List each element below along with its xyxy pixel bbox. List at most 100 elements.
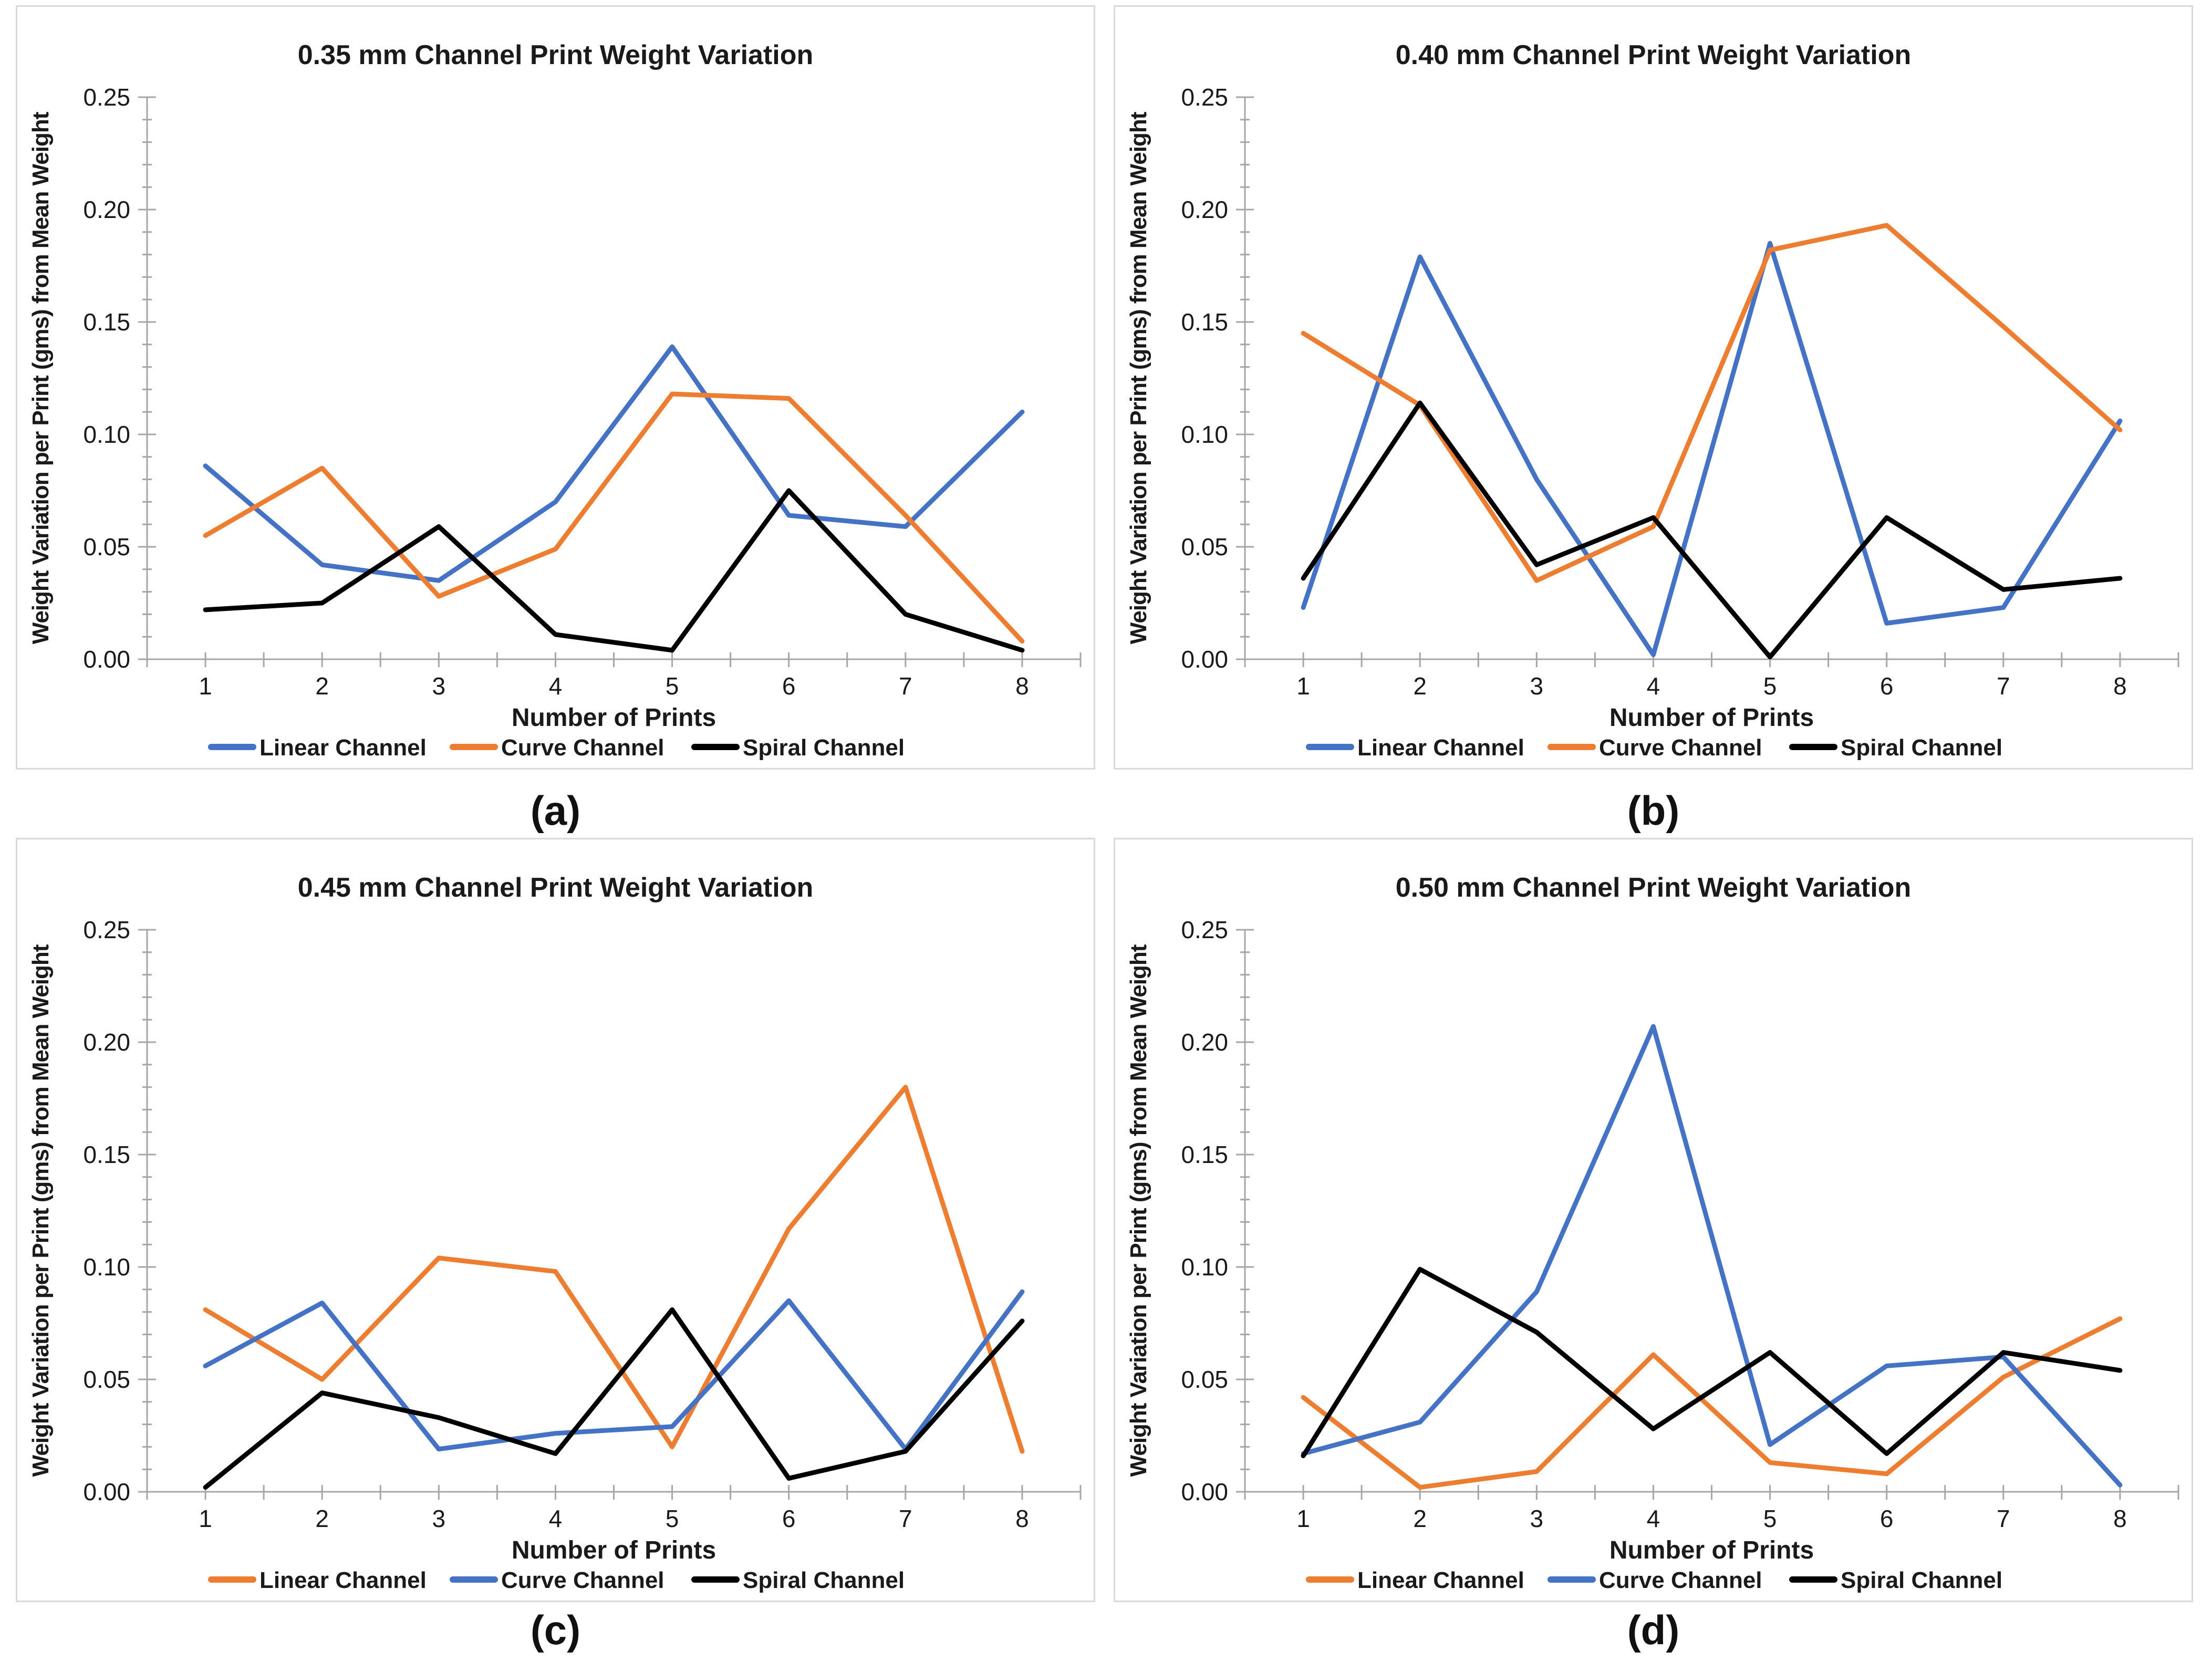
chart-panel-a: 0.35 mm Channel Print Weight Variation 0.… xyxy=(16,5,1095,770)
series-line xyxy=(203,488,1025,653)
series-line xyxy=(203,1307,1025,1490)
legend-item: Linear Channel xyxy=(1306,1567,1524,1593)
x-tick-label: 3 xyxy=(432,672,446,700)
x-tick-label: 6 xyxy=(1880,1505,1894,1532)
legend-item: Spiral Channel xyxy=(1789,735,2002,761)
legend-label: Linear Channel xyxy=(259,735,427,761)
legend-label: Linear Channel xyxy=(1357,735,1524,761)
legend-label: Spiral Channel xyxy=(743,1567,905,1593)
x-tick-label: 3 xyxy=(432,1505,446,1532)
x-tick-label: 8 xyxy=(2113,672,2127,700)
legend-label: Spiral Channel xyxy=(743,735,905,761)
legend-label: Linear Channel xyxy=(1357,1567,1524,1593)
x-tick-label: 4 xyxy=(1647,672,1660,700)
chart-panel-b: 0.40 mm Channel Print Weight Variation 0.… xyxy=(1114,5,2193,770)
panel-border xyxy=(16,838,1095,1602)
y-tick-label: 0.20 xyxy=(83,196,130,223)
legend-item: Linear Channel xyxy=(208,735,427,761)
x-tick-label: 8 xyxy=(1015,672,1029,700)
x-tick-label: 5 xyxy=(1763,1505,1777,1532)
y-tick-label: 0.20 xyxy=(83,1029,130,1056)
x-tick-label: 4 xyxy=(1647,1505,1660,1532)
y-tick-label: 0.00 xyxy=(83,646,130,673)
x-axis-title: Number of Prints xyxy=(512,704,716,732)
line-chart: 0.45 mm Channel Print Weight Variation 0.… xyxy=(16,838,1095,1602)
panel-caption-c: (c) xyxy=(530,1607,581,1653)
y-tick-label: 0.15 xyxy=(1181,1141,1228,1168)
y-tick-label: 0.10 xyxy=(1181,1253,1228,1281)
chart-title: 0.45 mm Channel Print Weight Variation xyxy=(298,872,813,903)
y-tick-label: 0.10 xyxy=(83,421,130,448)
panel-border xyxy=(1114,838,2193,1602)
y-tick-label: 0.25 xyxy=(1181,84,1228,111)
y-tick-label: 0.05 xyxy=(83,533,130,560)
legend-label: Spiral Channel xyxy=(1841,735,2002,761)
legend-item: Curve Channel xyxy=(450,735,664,761)
series-line xyxy=(1301,1266,2123,1459)
legend-item: Spiral Channel xyxy=(1789,1567,2002,1593)
legend-label: Spiral Channel xyxy=(1841,1567,2002,1593)
y-axis-title: Weight Variation per Print (gms) from Me… xyxy=(28,944,54,1477)
y-axis-title: Weight Variation per Print (gms) from Me… xyxy=(28,111,54,644)
legend-label: Curve Channel xyxy=(501,1567,664,1593)
x-tick-label: 7 xyxy=(899,672,912,700)
y-axis-title: Weight Variation per Print (gms) from Me… xyxy=(1126,111,1151,644)
chart-panel-d: 0.50 mm Channel Print Weight Variation 0.… xyxy=(1114,838,2193,1602)
x-tick-label: 1 xyxy=(199,672,212,700)
legend-item: Linear Channel xyxy=(208,1567,427,1593)
y-tick-label: 0.00 xyxy=(83,1478,130,1505)
x-tick-label: 7 xyxy=(899,1505,912,1532)
series-line xyxy=(1301,1024,2123,1488)
y-tick-label: 0.00 xyxy=(1181,646,1228,673)
x-tick-label: 3 xyxy=(1530,672,1544,700)
series-line xyxy=(1301,400,2123,660)
x-axis-title: Number of Prints xyxy=(1609,1536,1814,1564)
series-line xyxy=(1301,1316,2123,1490)
panel-caption-d: (d) xyxy=(1627,1607,1680,1653)
x-tick-label: 6 xyxy=(1880,672,1894,700)
legend-item: Curve Channel xyxy=(1548,1567,1762,1593)
legend-label: Curve Channel xyxy=(1599,1567,1762,1593)
x-tick-label: 2 xyxy=(1413,672,1427,700)
y-tick-label: 0.20 xyxy=(1181,1029,1228,1056)
x-axis-title: Number of Prints xyxy=(1609,704,1814,732)
x-tick-label: 3 xyxy=(1530,1505,1544,1532)
x-tick-label: 6 xyxy=(782,1505,796,1532)
legend-item: Spiral Channel xyxy=(691,735,905,761)
legend-label: Curve Channel xyxy=(1599,735,1762,761)
chart-title: 0.40 mm Channel Print Weight Variation xyxy=(1396,40,1911,70)
y-tick-label: 0.10 xyxy=(83,1253,130,1281)
x-tick-label: 5 xyxy=(666,672,679,700)
x-tick-label: 4 xyxy=(549,1505,563,1532)
y-tick-label: 0.20 xyxy=(1181,196,1228,223)
x-tick-label: 5 xyxy=(666,1505,679,1532)
x-tick-label: 1 xyxy=(199,1505,212,1532)
y-tick-label: 0.10 xyxy=(1181,421,1228,448)
series-line xyxy=(1301,241,2123,657)
chart-title: 0.35 mm Channel Print Weight Variation xyxy=(298,40,813,70)
x-tick-label: 1 xyxy=(1296,1505,1310,1532)
series-line xyxy=(203,391,1025,644)
panel-caption-a: (a) xyxy=(530,787,581,834)
legend-item: Curve Channel xyxy=(1548,735,1762,761)
series-line xyxy=(203,344,1025,583)
line-chart: 0.50 mm Channel Print Weight Variation 0.… xyxy=(1114,838,2193,1602)
y-tick-label: 0.15 xyxy=(83,1141,130,1168)
y-axis-title: Weight Variation per Print (gms) from Me… xyxy=(1126,944,1151,1477)
x-tick-label: 6 xyxy=(782,672,796,700)
y-tick-label: 0.05 xyxy=(1181,533,1228,560)
series-line xyxy=(203,1289,1025,1452)
x-tick-label: 2 xyxy=(315,1505,329,1532)
y-tick-label: 0.25 xyxy=(83,916,130,943)
x-tick-label: 2 xyxy=(1413,1505,1427,1532)
y-tick-label: 0.05 xyxy=(83,1366,130,1393)
legend-label: Curve Channel xyxy=(501,735,664,761)
chart-panel-c: 0.45 mm Channel Print Weight Variation 0.… xyxy=(16,838,1095,1602)
y-tick-label: 0.15 xyxy=(83,308,130,336)
legend-item: Spiral Channel xyxy=(691,1567,905,1593)
panel-caption-b: (b) xyxy=(1627,787,1680,834)
x-tick-label: 5 xyxy=(1763,672,1777,700)
y-tick-label: 0.25 xyxy=(1181,916,1228,943)
series-line xyxy=(203,1085,1025,1454)
